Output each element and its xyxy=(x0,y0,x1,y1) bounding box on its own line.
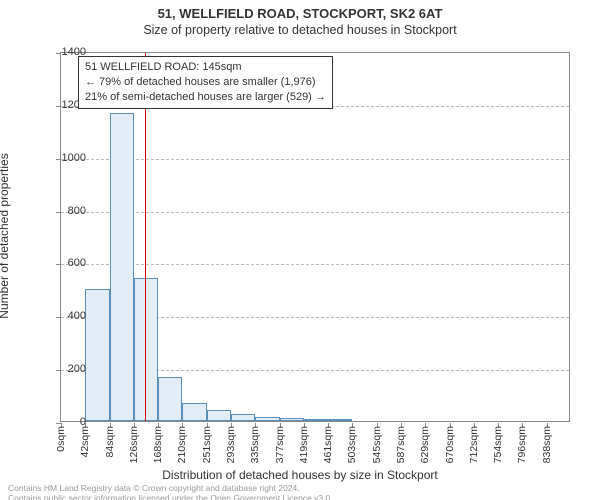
x-tick-label: 796sqm xyxy=(516,426,528,463)
x-tick-label: 168sqm xyxy=(152,426,164,463)
chart-subtitle: Size of property relative to detached ho… xyxy=(0,23,600,37)
y-tick-label: 600 xyxy=(46,257,86,269)
y-tick-label: 200 xyxy=(46,363,86,375)
y-tick-label: 800 xyxy=(46,205,86,217)
x-tick-label: 42sqm xyxy=(79,426,91,458)
histogram-bar xyxy=(231,414,255,421)
x-tick-label: 419sqm xyxy=(298,426,310,463)
footer-line-2: Contains public sector information licen… xyxy=(8,494,333,500)
histogram-bar xyxy=(280,418,304,421)
histogram-bar xyxy=(328,419,352,421)
x-tick-label: 126sqm xyxy=(128,426,140,463)
histogram-bar xyxy=(158,377,182,421)
x-tick-label: 754sqm xyxy=(492,426,504,463)
x-tick-label: 210sqm xyxy=(176,426,188,463)
y-axis-label: Number of detached properties xyxy=(0,153,11,318)
x-tick-label: 251sqm xyxy=(201,426,213,463)
x-tick-label: 629sqm xyxy=(419,426,431,463)
x-tick-label: 0sqm xyxy=(55,426,67,452)
histogram-bar xyxy=(304,419,328,421)
histogram-bar xyxy=(207,410,231,421)
histogram-bar xyxy=(182,403,206,422)
chart-title: 51, WELLFIELD ROAD, STOCKPORT, SK2 6AT xyxy=(0,6,600,21)
histogram-bar xyxy=(255,417,279,421)
x-axis-label: Distribution of detached houses by size … xyxy=(0,468,600,482)
gridline-h xyxy=(61,264,569,265)
x-tick-label: 838sqm xyxy=(541,426,553,463)
x-tick-label: 587sqm xyxy=(395,426,407,463)
x-tick-label: 377sqm xyxy=(274,426,286,463)
reference-annotation-box: 51 WELLFIELD ROAD: 145sqm ← 79% of detac… xyxy=(78,56,333,109)
histogram-bar xyxy=(110,113,134,421)
y-tick-label: 1000 xyxy=(46,152,86,164)
histogram-bar xyxy=(85,289,109,421)
annotation-line-1: 51 WELLFIELD ROAD: 145sqm xyxy=(85,60,326,75)
gridline-h xyxy=(61,212,569,213)
x-tick-label: 461sqm xyxy=(322,426,334,463)
x-tick-label: 545sqm xyxy=(371,426,383,463)
y-tick-label: 0 xyxy=(46,416,86,428)
x-tick-label: 503sqm xyxy=(346,426,358,463)
annotation-line-2: ← 79% of detached houses are smaller (1,… xyxy=(85,75,326,90)
annotation-line-3: 21% of semi-detached houses are larger (… xyxy=(85,90,326,105)
x-tick-label: 293sqm xyxy=(225,426,237,463)
x-tick-label: 670sqm xyxy=(444,426,456,463)
x-tick-label: 712sqm xyxy=(468,426,480,463)
x-tick-label: 84sqm xyxy=(104,426,116,458)
gridline-h xyxy=(61,159,569,160)
y-tick-label: 400 xyxy=(46,310,86,322)
x-tick-label: 335sqm xyxy=(249,426,261,463)
footer-attribution: Contains HM Land Registry data © Crown c… xyxy=(8,484,333,500)
